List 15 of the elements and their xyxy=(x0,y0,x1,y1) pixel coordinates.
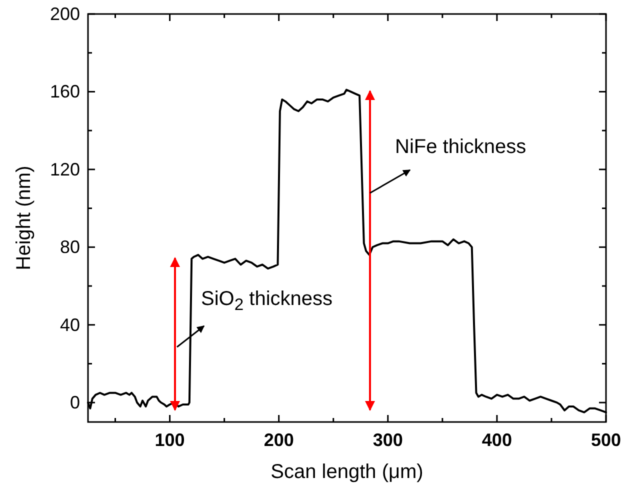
x-tick-label: 200 xyxy=(264,430,294,450)
y-tick-label: 160 xyxy=(50,82,80,102)
x-tick-label: 400 xyxy=(482,430,512,450)
annotation: SiO$_{2}$ thickness xyxy=(201,287,334,316)
x-axis-title: Scan length (μm) xyxy=(270,461,424,483)
y-tick-label: 80 xyxy=(60,237,80,258)
y-axis-title: Height (nm) xyxy=(13,166,35,270)
y-tick-label: 0 xyxy=(70,392,80,413)
y-tick-label: 40 xyxy=(60,314,80,335)
y-tick-label: 120 xyxy=(50,159,80,180)
annotation: NiFe thickness xyxy=(395,135,528,159)
y-tick-label: 200 xyxy=(50,4,80,24)
x-tick-label: 500 xyxy=(590,430,622,450)
x-tick-label: 100 xyxy=(154,430,185,450)
x-tick-label: 300 xyxy=(372,430,403,450)
